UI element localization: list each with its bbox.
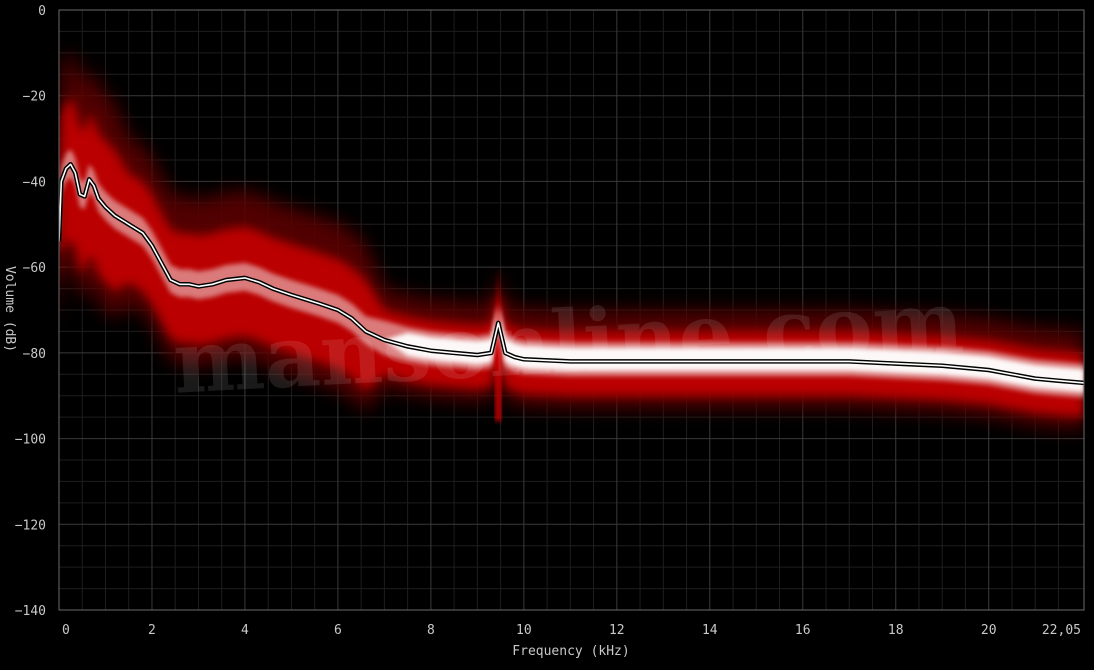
y-tick-label: −60 xyxy=(23,261,46,276)
x-axis-ticks: 0 2 4 6 8 10 12 14 16 18 20 22,05 xyxy=(62,623,1081,638)
x-tick-label: 0 xyxy=(62,623,70,638)
y-tick-label: −40 xyxy=(23,175,46,190)
y-tick-label: −120 xyxy=(15,518,46,533)
x-tick-label: 10 xyxy=(516,623,532,638)
x-tick-label: 12 xyxy=(609,623,625,638)
y-tick-label: −100 xyxy=(15,433,46,448)
band-mid xyxy=(59,98,1084,418)
x-tick-label: 18 xyxy=(888,623,904,638)
y-axis-title: Volume (dB) xyxy=(2,266,17,352)
y-tick-label: 0 xyxy=(38,4,46,19)
y-tick-label: −80 xyxy=(23,347,46,362)
x-tick-label: 22,05 xyxy=(1042,623,1081,638)
x-tick-label: 8 xyxy=(427,623,435,638)
plot-frame xyxy=(58,9,1085,611)
x-tick-label: 20 xyxy=(981,623,997,638)
x-axis-title: Frequency (kHz) xyxy=(512,644,629,659)
x-tick-label: 4 xyxy=(241,623,249,638)
band-spike xyxy=(495,267,502,422)
x-tick-label: 2 xyxy=(148,623,156,638)
average-spectrum-line xyxy=(59,162,1084,386)
y-tick-label: −20 xyxy=(23,90,46,105)
average-line xyxy=(59,163,1084,384)
x-tick-label: 6 xyxy=(334,623,342,638)
x-tick-label: 16 xyxy=(795,623,811,638)
x-tick-label: 14 xyxy=(702,623,718,638)
y-axis-ticks: 0 −20 −40 −60 −80 −100 −120 −140 xyxy=(15,4,46,619)
y-tick-label: −140 xyxy=(15,604,46,619)
